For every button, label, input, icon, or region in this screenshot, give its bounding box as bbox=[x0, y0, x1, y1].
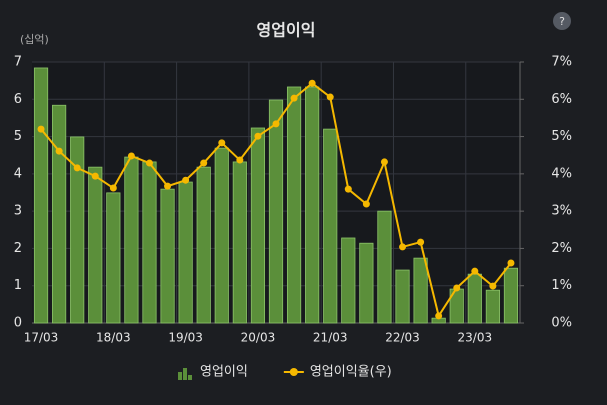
y-tick-label: 3 bbox=[14, 204, 22, 219]
y2-tick-label: 3% bbox=[551, 204, 572, 219]
y-tick-label: 7 bbox=[14, 55, 22, 70]
bar bbox=[377, 210, 392, 324]
x-tick-label: 17/03 bbox=[24, 331, 59, 345]
bar bbox=[52, 104, 67, 324]
line-point bbox=[417, 238, 425, 246]
bar bbox=[485, 289, 500, 324]
line-point bbox=[435, 312, 443, 320]
legend-label: 영업이익율(우) bbox=[310, 365, 392, 380]
bar bbox=[196, 166, 211, 324]
line-point bbox=[380, 158, 388, 166]
bar bbox=[359, 242, 374, 324]
y-tick-label: 4 bbox=[14, 166, 22, 181]
y-tick-label: 5 bbox=[14, 129, 22, 144]
bar bbox=[232, 161, 247, 324]
line-point bbox=[272, 120, 280, 128]
y-tick-label: 0 bbox=[14, 316, 22, 331]
y2-tick-label: 7% bbox=[551, 55, 572, 70]
bar bbox=[250, 127, 266, 324]
y2-tick-label: 1% bbox=[551, 278, 572, 293]
line-point bbox=[254, 132, 262, 140]
bar bbox=[70, 136, 85, 324]
x-tick-label: 22/03 bbox=[385, 331, 420, 345]
line-point bbox=[37, 125, 45, 133]
x-tick-label: 18/03 bbox=[96, 331, 131, 345]
y-tick-label: 2 bbox=[14, 241, 22, 256]
chart-title: 영업이익 bbox=[257, 21, 316, 40]
line-point bbox=[489, 282, 497, 290]
bar bbox=[395, 269, 410, 324]
line-point bbox=[308, 79, 316, 87]
bar bbox=[214, 147, 229, 324]
x-tick-label: 19/03 bbox=[168, 331, 203, 345]
line-point bbox=[182, 176, 190, 184]
line-point bbox=[326, 93, 334, 101]
bar bbox=[178, 181, 193, 324]
y2-tick-label: 6% bbox=[551, 92, 572, 107]
bar bbox=[160, 188, 175, 324]
legend-label: 영업이익 bbox=[200, 365, 248, 380]
line-point bbox=[290, 94, 298, 102]
bar bbox=[268, 99, 284, 324]
line-point bbox=[218, 139, 226, 147]
help-icon[interactable] bbox=[553, 12, 571, 30]
bar bbox=[323, 128, 338, 324]
bar bbox=[88, 166, 103, 324]
y-tick-label: 1 bbox=[14, 278, 22, 293]
x-tick-label: 21/03 bbox=[313, 331, 348, 345]
line-point bbox=[236, 156, 244, 164]
line-point bbox=[453, 284, 461, 292]
legend-swatch bbox=[188, 375, 192, 380]
line-point bbox=[73, 164, 81, 172]
line-point bbox=[55, 147, 63, 155]
bar bbox=[142, 161, 157, 324]
line-point bbox=[91, 172, 99, 180]
line-point bbox=[109, 184, 117, 192]
line-point bbox=[344, 185, 352, 193]
line-point bbox=[164, 182, 172, 190]
y2-tick-label: 5% bbox=[551, 129, 572, 144]
line-point bbox=[200, 159, 208, 167]
legend-swatch bbox=[178, 372, 182, 380]
y2-tick-label: 4% bbox=[551, 166, 572, 181]
line-point bbox=[507, 259, 515, 267]
bar bbox=[106, 192, 121, 324]
x-tick-label: 20/03 bbox=[241, 331, 276, 345]
bar bbox=[341, 237, 356, 324]
line-point bbox=[145, 159, 153, 167]
bar bbox=[305, 86, 320, 324]
line-point bbox=[127, 152, 135, 160]
y-tick-label: 6 bbox=[14, 92, 22, 107]
y2-tick-label: 2% bbox=[551, 241, 572, 256]
bar bbox=[33, 67, 49, 324]
x-tick-label: 23/03 bbox=[458, 331, 493, 345]
bar bbox=[124, 156, 139, 324]
help-icon-text[interactable]: ? bbox=[559, 15, 565, 28]
line-point bbox=[471, 267, 479, 275]
y2-tick-label: 0% bbox=[551, 316, 572, 331]
bar bbox=[467, 273, 482, 324]
line-point bbox=[399, 243, 407, 251]
legend-swatch bbox=[289, 368, 298, 376]
bar bbox=[413, 257, 428, 324]
y-unit: (십억) bbox=[20, 33, 49, 46]
bar bbox=[286, 86, 302, 324]
line-point bbox=[362, 200, 370, 208]
bar bbox=[503, 267, 519, 324]
legend-swatch bbox=[183, 368, 187, 380]
